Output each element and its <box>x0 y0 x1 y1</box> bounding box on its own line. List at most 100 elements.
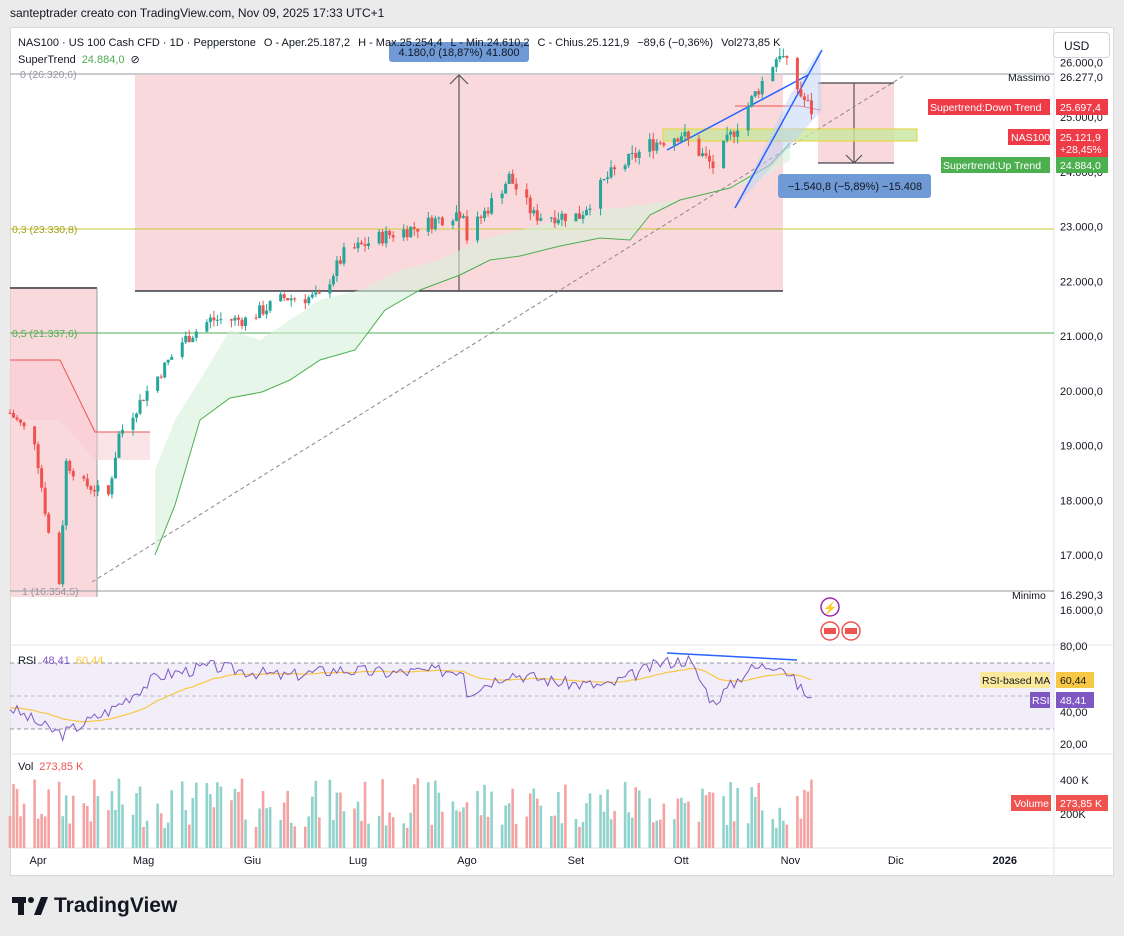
volume-bar <box>265 808 268 848</box>
candle-body <box>581 215 585 219</box>
volume-bar <box>507 803 511 848</box>
candle-body <box>683 131 687 137</box>
volume-bar <box>64 795 68 848</box>
volume-bar <box>651 822 655 848</box>
header-caption: santeptrader creato con TradingView.com,… <box>10 6 385 20</box>
volume-bar <box>184 810 188 848</box>
candle-body <box>240 319 244 327</box>
volume-bar <box>427 782 430 848</box>
candle-body <box>504 184 508 194</box>
candle-body <box>430 217 434 229</box>
brand-name: TradingView <box>54 894 178 917</box>
candle-body <box>244 317 248 327</box>
candle-body <box>47 513 51 533</box>
volume-tag-value: 273,85 K <box>1060 798 1102 810</box>
candle-body <box>658 142 662 144</box>
candle-body <box>409 226 413 238</box>
candle-body <box>433 218 437 229</box>
volume-bar <box>107 810 110 848</box>
candle-body <box>507 173 511 185</box>
candle-body <box>556 219 560 224</box>
price-axis-label: 23.000,0 <box>1060 222 1103 234</box>
candle-body <box>637 151 641 158</box>
volume-bar <box>110 791 114 848</box>
candle-body <box>630 152 634 154</box>
candle-body <box>412 226 416 229</box>
candle-body <box>416 228 420 232</box>
volume-bar <box>704 795 708 848</box>
volume-bar <box>57 781 61 848</box>
volume-bar <box>455 810 458 848</box>
volume-bar <box>676 798 680 848</box>
volume-bar <box>82 803 86 848</box>
candle-body <box>711 161 715 169</box>
price-axis-label: 20.000,0 <box>1060 386 1103 398</box>
volume-bar <box>293 826 297 848</box>
candles-series[interactable] <box>8 47 813 587</box>
candle-body <box>388 230 392 236</box>
volume-bar <box>564 784 567 848</box>
tradingview-logo-icon <box>12 897 48 915</box>
volume-bar <box>135 793 138 848</box>
volume-bar <box>662 803 666 848</box>
rsi-tag-label: RSI <box>1032 695 1050 707</box>
volume-bar <box>212 807 216 848</box>
volume-bar <box>254 826 258 848</box>
lightning-icon[interactable] <box>820 597 840 617</box>
volume-bar <box>43 816 47 848</box>
volume-bar <box>659 819 662 848</box>
volume-bar <box>311 796 314 848</box>
candle-body <box>781 56 785 58</box>
volume-bar <box>314 780 318 848</box>
candle-body <box>61 525 65 585</box>
time-axis[interactable]: Apr Mag Giu Lug Ago Set Ott Nov Dic 2026 <box>30 855 1017 867</box>
candle-body <box>117 433 121 458</box>
candle-body <box>170 356 174 360</box>
candle-body <box>802 96 806 101</box>
volume-bar <box>307 816 311 848</box>
candle-body <box>145 390 149 401</box>
candle-body <box>43 487 47 514</box>
volume-bar <box>15 788 19 848</box>
supertrend-down-label: Supertrend:Down Trend <box>930 102 1042 114</box>
volume-bar <box>585 803 588 848</box>
volume-bar <box>803 789 806 848</box>
symbol-tag-label: NAS100 <box>1011 132 1050 144</box>
candle-body <box>725 134 729 141</box>
volume-bar <box>96 795 100 848</box>
volume-bar <box>514 823 518 848</box>
candle-body <box>236 317 240 320</box>
candle-body <box>535 210 539 221</box>
candle-body <box>483 210 487 219</box>
candle-body <box>588 208 592 210</box>
volume-bar <box>525 816 529 848</box>
candle-body <box>686 131 690 139</box>
volume-legend: Vol 273,85 K <box>18 761 84 773</box>
volume-bar <box>286 790 289 848</box>
measure-box-down[interactable] <box>818 83 894 163</box>
candle-body <box>194 331 198 338</box>
volume-bar <box>683 802 687 848</box>
volume-bar <box>360 820 363 848</box>
candle-body <box>331 276 335 285</box>
candle-body <box>303 299 307 304</box>
symbol-tag-value: 25.121,9 <box>1060 132 1101 144</box>
currency-selector[interactable]: USD <box>1053 32 1110 58</box>
volume-bar <box>483 784 486 848</box>
time-axis-label: Apr <box>30 855 47 867</box>
volume-bar <box>180 781 184 848</box>
candle-body <box>191 337 195 343</box>
volume-bar <box>746 823 750 848</box>
volume-bar <box>708 791 711 848</box>
candle-body <box>440 217 444 226</box>
volume-bar <box>367 823 370 848</box>
candle-body <box>704 153 708 156</box>
candle-body <box>757 91 761 95</box>
candle-body <box>528 197 532 214</box>
supertrend-up-label: Supertrend:Up Trend <box>943 160 1041 172</box>
volume-bar <box>47 789 50 848</box>
candle-body <box>166 359 170 363</box>
candle-body <box>697 138 701 156</box>
candle-body <box>268 301 272 311</box>
